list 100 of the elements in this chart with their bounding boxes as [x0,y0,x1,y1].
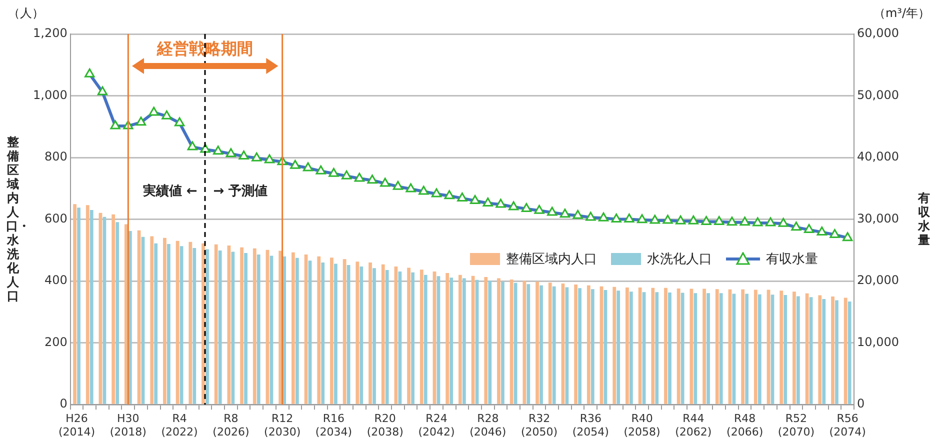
bar [291,252,295,404]
bar [317,256,321,404]
bar [754,290,758,404]
bar [446,273,450,404]
bar [154,243,158,404]
bar [360,266,364,404]
bar [112,214,116,404]
legend-label: 整備区域内人口 [506,250,597,268]
bar [411,272,414,404]
bar [719,293,723,404]
bar [792,292,796,404]
x-tick-label: R52 (2070) [778,412,814,438]
x-tick-label: R16 (2034) [315,412,352,438]
bar [706,293,710,404]
bar [163,238,166,404]
bar [218,250,222,404]
text: （m³/年） [873,6,930,20]
x-tick-label: H26 (2014) [58,412,96,438]
bar [626,288,629,404]
bar [424,274,428,404]
bar [835,300,838,404]
bar [664,288,668,404]
y-tick-label: 400 [44,273,68,288]
bar [784,294,788,404]
bar [192,248,196,404]
bar [831,296,834,404]
bar [150,236,154,404]
x-tick-label: R28 (2046) [470,412,506,438]
annotation: 実績値 ← [142,182,198,199]
bar [651,288,655,404]
bar [818,295,822,404]
annotation: → 予測値 [213,184,268,199]
bar [342,259,346,404]
bar [368,262,372,404]
text: 整備区域内人口・水洗化人口 [6,135,30,304]
bar [231,252,235,404]
bar [848,301,852,404]
x-tick-label: R8 (2026) [212,412,250,438]
bar [514,282,518,404]
bar [450,278,454,404]
bar [497,278,500,404]
bar [590,289,594,404]
y-tick-label: 1,000 [32,88,68,102]
y-tick-label: 600 [44,211,68,226]
bar [90,210,94,404]
bar [321,262,325,404]
bar [372,268,376,404]
bar [381,264,385,404]
bar [586,285,590,404]
x-tick-label: R36 (2054) [572,412,609,438]
y-tick-label: 800 [44,150,68,164]
y2-axis-title: 有収水量 [917,191,931,248]
x-tick-label: R24 (2042) [418,412,455,438]
bar [176,240,180,404]
bar [548,282,552,404]
bar [526,284,530,404]
bar [252,248,256,404]
bar [510,280,514,404]
bar [116,222,119,404]
y2-tick-label: 0 [857,396,865,411]
y2-tick-label: 10,000 [857,334,900,349]
bar [612,286,616,404]
text: （人） [8,6,44,20]
legend-label: 水洗化人口 [647,250,712,268]
y2-tick-label: 50,000 [857,88,900,102]
bar [202,243,205,404]
bar [578,288,582,404]
bar [676,288,680,404]
bar [780,290,784,404]
bar [334,264,338,404]
legend-label: 有収水量 [766,250,818,268]
bar [574,284,578,404]
x-tick-label: R12 (2030) [264,412,301,438]
bar [167,244,170,404]
y-tick-label: 200 [44,334,68,349]
bar [694,293,698,404]
y2-tick-label: 30,000 [857,211,900,226]
bar [407,268,410,404]
y2-tick-label: 40,000 [857,150,900,164]
x-tick-label: H30 (2018) [110,412,146,438]
x-tick-label: R4 (2022) [161,412,198,438]
x-tick-label: R32 (2050) [520,412,558,438]
bar [420,270,424,404]
bar [796,296,800,404]
bar [501,282,504,404]
bar [488,280,492,404]
bar [844,298,848,404]
bar [356,262,360,404]
bar [655,292,659,404]
y2-tick-label: 60,000 [857,26,900,40]
y-tick-label: 1,200 [32,26,68,40]
y-tick-label: 0 [60,396,68,411]
bar [540,285,543,404]
bar [745,294,748,404]
bar [188,242,192,404]
bar [77,208,80,404]
bar [522,280,526,404]
bar [668,292,672,404]
bar [330,258,334,404]
bar [86,205,90,404]
